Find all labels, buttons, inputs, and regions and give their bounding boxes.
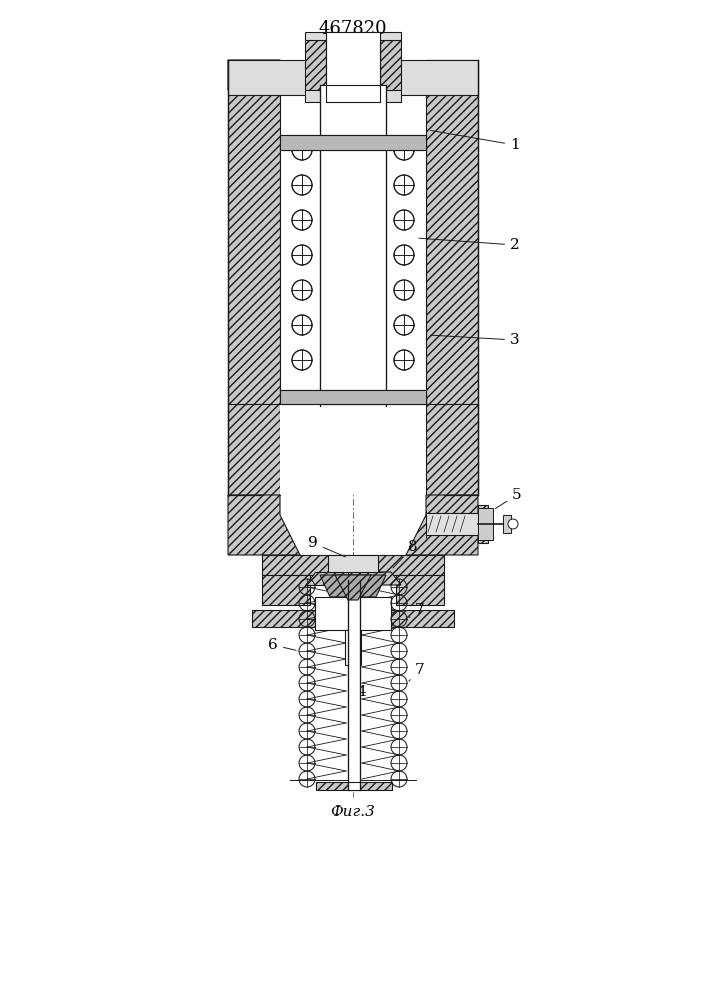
Bar	[348, 580, 360, 787]
Polygon shape	[380, 40, 401, 90]
Text: Фиг.3: Фиг.3	[331, 805, 375, 819]
Text: 6: 6	[268, 638, 296, 652]
Bar	[280, 135, 320, 404]
Polygon shape	[305, 572, 348, 585]
Polygon shape	[228, 60, 478, 95]
Polygon shape	[320, 575, 386, 597]
Text: 7: 7	[409, 663, 425, 681]
Text: 7: 7	[409, 603, 425, 617]
Polygon shape	[252, 610, 454, 627]
Bar	[320, 85, 386, 404]
Polygon shape	[228, 60, 280, 90]
Bar	[316, 782, 392, 790]
Bar	[345, 630, 361, 665]
Bar	[280, 135, 426, 150]
Polygon shape	[228, 404, 280, 495]
Bar	[328, 555, 378, 572]
Text: 3: 3	[431, 333, 520, 347]
Bar	[280, 390, 426, 404]
Bar	[280, 135, 426, 150]
Bar	[305, 90, 401, 102]
Bar	[315, 597, 391, 630]
Polygon shape	[426, 90, 478, 495]
Circle shape	[508, 519, 518, 529]
Text: 5: 5	[496, 488, 522, 509]
Polygon shape	[305, 40, 326, 90]
Bar	[426, 513, 478, 535]
Bar	[280, 404, 426, 495]
Text: 2: 2	[419, 238, 520, 252]
Bar	[280, 390, 426, 404]
Bar	[503, 515, 511, 533]
Bar	[326, 32, 380, 102]
Polygon shape	[262, 555, 444, 575]
Text: 1: 1	[431, 130, 520, 152]
Polygon shape	[228, 60, 305, 90]
Polygon shape	[396, 575, 444, 605]
Text: 8: 8	[393, 540, 418, 568]
Polygon shape	[426, 404, 478, 495]
Polygon shape	[335, 575, 371, 600]
Text: 9: 9	[308, 536, 346, 557]
Text: 467820: 467820	[319, 20, 387, 38]
Bar	[478, 505, 488, 543]
Polygon shape	[426, 60, 478, 90]
Text: 4: 4	[357, 685, 367, 699]
Bar	[478, 508, 493, 540]
Polygon shape	[360, 572, 401, 585]
Polygon shape	[228, 495, 300, 555]
Polygon shape	[401, 60, 478, 90]
Bar	[348, 782, 360, 790]
Bar	[305, 32, 401, 40]
Polygon shape	[262, 575, 310, 605]
Bar	[386, 135, 426, 404]
Polygon shape	[406, 495, 478, 555]
Polygon shape	[228, 90, 280, 495]
